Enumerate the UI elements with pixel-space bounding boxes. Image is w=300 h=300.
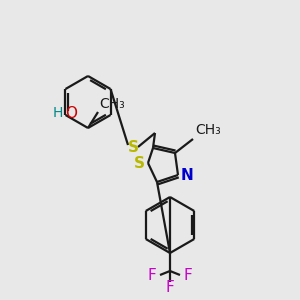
Text: H: H xyxy=(53,106,64,120)
Text: F: F xyxy=(184,268,192,283)
Text: S: S xyxy=(128,140,139,155)
Text: F: F xyxy=(148,268,156,283)
Text: CH₃: CH₃ xyxy=(195,123,221,137)
Text: N: N xyxy=(181,167,194,182)
Text: O: O xyxy=(65,106,77,121)
Text: S: S xyxy=(134,157,145,172)
Text: F: F xyxy=(166,280,174,296)
Text: CH₃: CH₃ xyxy=(99,97,125,111)
